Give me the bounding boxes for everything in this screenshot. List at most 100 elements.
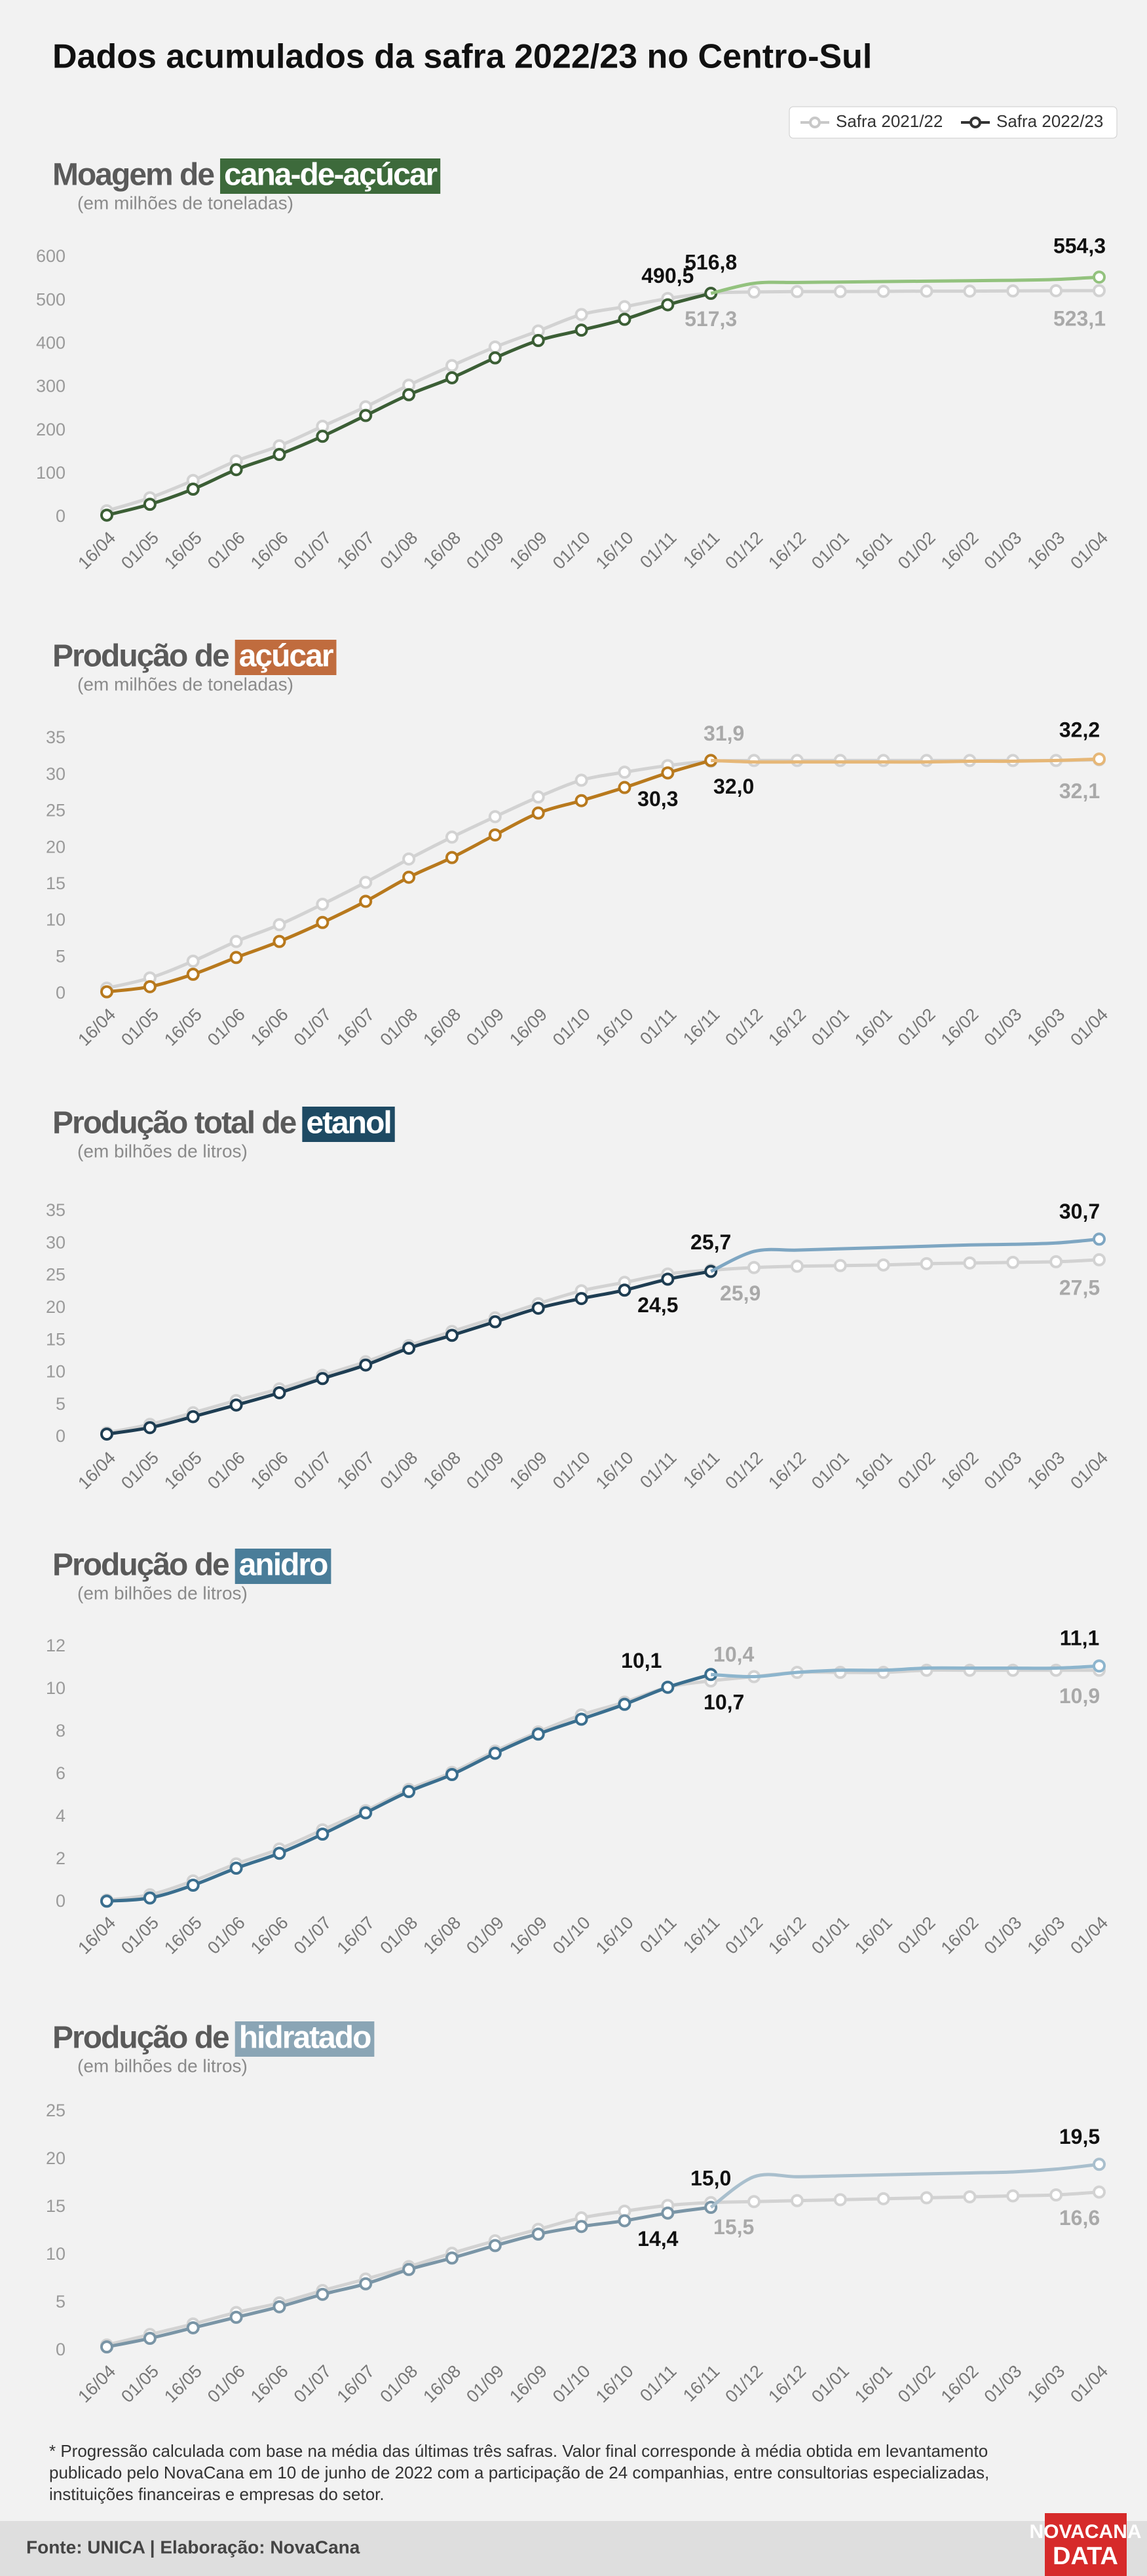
x-tick-label: 16/02 [937, 1913, 983, 1958]
x-tick-label: 16/08 [419, 1913, 464, 1958]
chart-subtitle: (em milhões de toneladas) [77, 193, 293, 213]
series-marker [229, 463, 243, 477]
series-marker [531, 806, 545, 820]
footnote: publicado pelo NovaCana em 10 de junho d… [49, 2463, 989, 2482]
series-marker [661, 1680, 675, 1694]
x-tick-label: 16/03 [1023, 2361, 1068, 2406]
x-tick-label: 16/08 [419, 528, 464, 573]
x-tick-label: 16/07 [333, 528, 379, 573]
y-tick-label: 15 [46, 874, 66, 893]
series-marker [488, 1746, 502, 1760]
series-line [709, 2162, 1100, 2209]
x-tick-label: 16/09 [506, 528, 551, 573]
x-tick-label: 01/05 [117, 528, 162, 573]
series-marker [531, 1301, 545, 1315]
series-marker [661, 298, 675, 312]
series-marker [186, 2321, 200, 2334]
x-tick-label: 16/12 [764, 2361, 810, 2406]
series-marker [531, 334, 545, 348]
series-marker [1093, 1659, 1106, 1673]
x-tick-label: 16/09 [506, 1913, 551, 1958]
y-tick-label: 5 [56, 2292, 66, 2311]
series-marker [574, 308, 588, 322]
series-line [710, 1237, 1100, 1273]
series-marker [1006, 2189, 1020, 2203]
series-marker [100, 1427, 113, 1441]
series-marker [316, 1372, 329, 1386]
title-highlight-bg [220, 158, 441, 194]
x-tick-label: 16/11 [679, 1913, 724, 1957]
x-tick-label: 01/09 [462, 1448, 508, 1493]
x-tick-label: 01/01 [808, 528, 853, 573]
x-tick-label: 01/11 [636, 1448, 681, 1492]
footnote: instituições financeiras e empresas do s… [49, 2484, 385, 2504]
series-marker [1093, 284, 1106, 297]
series-marker [143, 1891, 157, 1905]
data-label: 490,5 [641, 264, 694, 287]
series-marker [531, 2227, 545, 2241]
x-tick-label: 01/05 [117, 1913, 162, 1958]
x-tick-label: 01/04 [1066, 1913, 1112, 1958]
x-tick-label: 01/02 [894, 1448, 939, 1493]
series-marker [618, 765, 631, 779]
chart-title: Produção de [52, 1548, 229, 1583]
series-marker [273, 2300, 286, 2313]
series-marker [445, 1329, 459, 1342]
x-tick-label: 16/05 [160, 1913, 206, 1958]
x-tick-label: 16/11 [679, 1004, 724, 1049]
x-tick-label: 16/10 [592, 528, 637, 573]
chart-title: Produção de [52, 639, 229, 674]
y-tick-label: 30 [46, 1232, 66, 1252]
series-marker [488, 340, 502, 354]
legend-marker [969, 117, 981, 128]
chart-subtitle: (em bilhões de litros) [77, 1141, 248, 1161]
y-tick-label: 10 [46, 1678, 66, 1698]
x-tick-label: 16/04 [74, 1448, 119, 1493]
series-marker [316, 430, 329, 443]
series-marker [1006, 284, 1020, 298]
x-tick-label: 01/04 [1066, 1004, 1112, 1050]
data-label: 10,1 [621, 1649, 662, 1672]
series-marker [100, 985, 113, 999]
x-tick-label: 01/03 [981, 1448, 1026, 1493]
x-tick-label: 01/02 [894, 528, 939, 573]
y-tick-label: 100 [36, 463, 66, 483]
series-marker [531, 1727, 545, 1741]
series-marker [618, 300, 631, 314]
x-tick-label: 01/10 [549, 528, 594, 573]
x-tick-label: 16/07 [333, 1004, 379, 1050]
series-marker [1006, 1255, 1020, 1269]
x-tick-label: 01/06 [204, 528, 249, 573]
series-marker [574, 323, 588, 337]
x-tick-label: 01/03 [981, 528, 1026, 573]
data-label: 554,3 [1053, 234, 1106, 258]
series-marker [661, 766, 675, 780]
series-marker [488, 1315, 502, 1329]
data-label: 15,0 [690, 2166, 731, 2190]
footnote: * Progressão calculada com base na média… [49, 2441, 988, 2461]
x-tick-label: 01/07 [290, 1448, 335, 1493]
series-marker [359, 1358, 373, 1372]
y-tick-label: 35 [46, 1200, 66, 1220]
series-marker [402, 2262, 416, 2276]
x-tick-label: 16/01 [851, 528, 896, 573]
title-highlight-bg [235, 640, 337, 675]
title-highlight-bg [235, 1549, 331, 1584]
x-tick-label: 16/09 [506, 1004, 551, 1050]
x-tick-label: 16/08 [419, 2361, 464, 2406]
y-tick-label: 30 [46, 764, 66, 784]
series-marker [402, 852, 416, 866]
series-marker [445, 830, 459, 844]
x-tick-label: 01/02 [894, 1913, 939, 1958]
series-marker [1093, 270, 1106, 284]
x-tick-label: 16/03 [1023, 1448, 1068, 1493]
x-tick-label: 16/11 [679, 1448, 724, 1492]
footer-bar [0, 2521, 1147, 2576]
series-marker [359, 409, 373, 422]
series-marker [273, 448, 286, 462]
x-tick-label: 01/06 [204, 1448, 249, 1493]
series-marker [790, 1259, 804, 1273]
series-marker [963, 1256, 977, 1270]
series-marker [963, 284, 977, 298]
